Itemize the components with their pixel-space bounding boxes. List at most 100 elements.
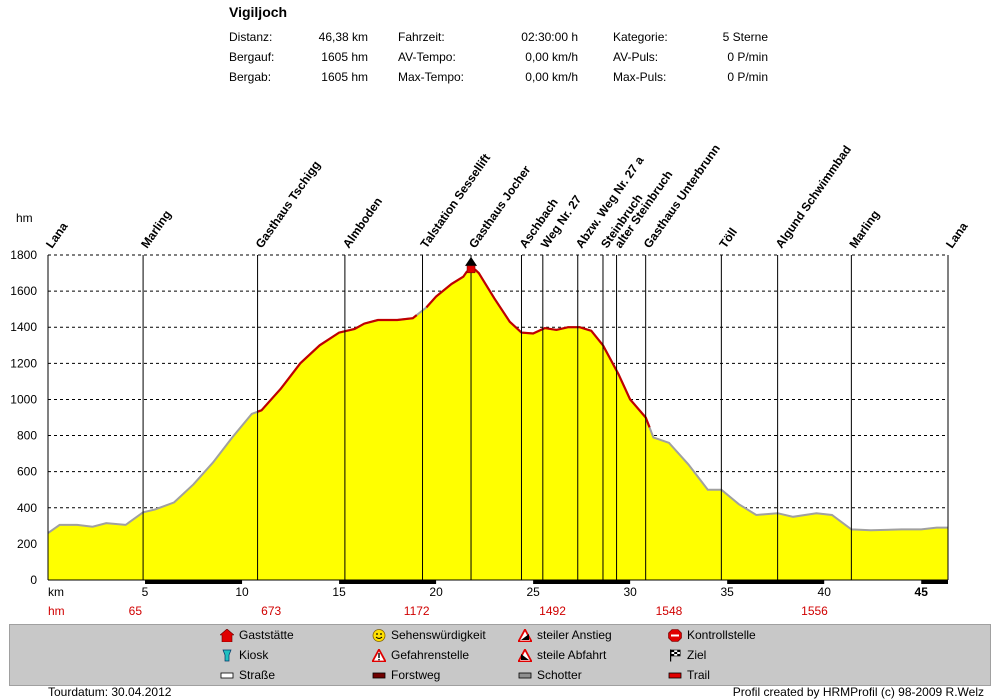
surface-bar-segment [921,580,948,584]
legend-label: Gefahrenstelle [391,648,470,662]
hm-row-value: 65 [129,604,143,618]
x-tick-label: 35 [720,585,734,599]
x-tick-label: 40 [818,585,832,599]
surface-bar-segment [145,580,243,584]
stat-value-time: 02:30:00 h [521,30,578,44]
legend-label: Kontrollstelle [687,628,756,642]
x-tick-label: 20 [429,585,443,599]
steep-descent-icon [516,647,534,662]
stat-value-max-pulse: 0 P/min [727,70,768,84]
legend-item-schotter: Schotter [518,668,582,682]
legend-label: Schotter [537,668,582,682]
legend: Gaststätte Kiosk Straße Sehenswürdigkeit… [9,624,991,686]
y-tick-label: 1800 [10,248,37,262]
hm-row-value: 1172 [404,604,430,618]
surface-bar-segment [533,580,631,584]
legend-item-steiler-anstieg: steiler Anstieg [516,627,612,642]
y-tick-label: 1200 [10,356,37,370]
waypoint-label: Lana [43,219,71,250]
legend-item-gefahrenstelle: Gefahrenstelle [370,647,470,662]
hm-row-value: 1492 [539,604,566,618]
legend-label: Sehenswürdigkeit [391,628,486,642]
forest-road-icon [372,669,386,682]
legend-label: Gaststätte [239,628,294,642]
y-tick-label: 1600 [10,284,37,298]
waypoint-label: Töll [716,225,740,251]
stat-value-distance: 46,38 km [318,30,368,44]
legend-item-gaststaette: Gaststätte [219,628,294,642]
legend-item-steile-abfahrt: steile Abfahrt [516,647,607,662]
finish-flag-icon [668,649,682,662]
kiosk-icon [220,649,234,662]
stat-label-descent: Bergab: [229,70,272,84]
elevation-area [48,265,948,580]
stat-label-avg-pulse: AV-Puls: [613,50,659,64]
legend-item-kontrollstelle: Kontrollstelle [668,628,756,642]
x-tick-label: 25 [526,585,540,599]
waypoint-label: Marling [846,208,882,251]
x-tick-label: 45 [915,585,929,599]
legend-item-strasse: Straße [220,668,275,682]
stat-label-time: Fahrzeit: [398,30,445,44]
trail-icon [668,669,682,682]
legend-label: Kiosk [239,648,269,662]
tour-date: Tourdatum: 30.04.2012 [48,685,172,699]
warning-icon [370,647,388,662]
stop-icon [668,628,682,642]
stat-value-avg-pulse: 0 P/min [727,50,768,64]
stat-value-max-speed: 0,00 km/h [525,70,578,84]
y-tick-label: 0 [30,573,37,587]
surface-bar-segment [727,580,825,584]
legend-item-sehenswuerdigkeit: Sehenswürdigkeit [372,628,486,642]
house-icon [219,628,235,642]
stat-value-category: 5 Sterne [722,30,768,44]
stat-label-max-pulse: Max-Puls: [613,70,667,84]
stat-value-descent: 1605 hm [321,70,368,84]
x-tick-label: 5 [142,585,149,599]
hm-row-label: hm [48,604,65,618]
summit-marker-house [466,265,476,274]
legend-label: steiler Anstieg [537,628,612,642]
waypoint-label: Marling [138,208,174,251]
y-tick-label: 1000 [10,392,37,406]
steep-climb-icon [516,627,534,642]
trail-segment [474,268,651,428]
legend-item-forstweg: Forstweg [372,668,440,682]
summit-marker-roof [465,256,478,266]
trail-segment [257,314,418,413]
x-axis-unit: km [48,585,64,599]
x-tick-label: 15 [332,585,346,599]
surface-bar-segment [339,580,437,584]
elevation-profile-chart: hm Lana Marling Gasthaus Tschigg Almboden Ta… [10,142,971,618]
stat-value-ascent: 1605 hm [321,50,368,64]
legend-label: steile Abfahrt [537,648,607,662]
stat-label-max-speed: Max-Tempo: [398,70,465,84]
y-tick-label: 800 [17,429,37,443]
legend-item-trail: Trail [668,668,710,682]
waypoint-label: Lana [943,219,971,250]
trail-segment [425,270,469,309]
waypoint-label: Algund Schwimmbad [773,143,854,251]
legend-item-kiosk: Kiosk [220,648,268,662]
stat-label-category: Kategorie: [613,30,668,44]
x-tick-label: 30 [623,585,637,599]
y-tick-label: 1400 [10,320,37,334]
hm-row-value: 1556 [801,604,828,618]
stat-label-ascent: Bergauf: [229,50,275,64]
legend-item-ziel: Ziel [668,648,706,662]
waypoint-label: Gasthaus Tschigg [253,158,324,251]
y-tick-label: 200 [17,537,37,551]
x-tick-label: 10 [235,585,249,599]
y-tick-label: 600 [17,465,37,479]
legend-label: Forstweg [391,668,441,682]
stat-label-distance: Distanz: [229,30,273,44]
page-title: Vigiljoch [229,4,288,20]
stat-value-avg-speed: 0,00 km/h [525,50,578,64]
hm-row-value: 1548 [656,604,683,618]
y-axis-unit: hm [16,211,33,225]
legend-label: Trail [687,668,710,682]
credit-line: Profil created by HRMProfil (c) 98-2009 … [732,685,984,699]
hm-row-value: 673 [261,604,281,618]
waypoint-label: Almboden [340,195,385,251]
road-icon [220,669,234,682]
